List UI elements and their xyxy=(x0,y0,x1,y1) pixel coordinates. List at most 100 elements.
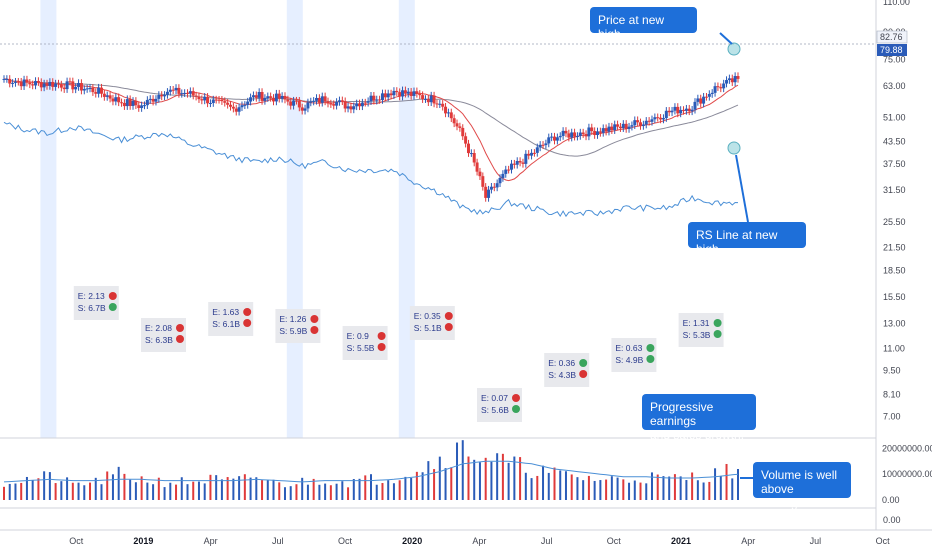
candle-body xyxy=(584,134,588,137)
candle-body xyxy=(403,90,407,94)
candle-body xyxy=(423,98,427,100)
candle-body xyxy=(188,91,192,94)
highlight-band-1 xyxy=(286,0,303,438)
sales-status-dot xyxy=(176,335,184,343)
candle-body xyxy=(504,169,508,174)
candle-body xyxy=(260,91,264,101)
candle-body xyxy=(114,97,118,102)
candle-body xyxy=(366,101,370,103)
volume-bar xyxy=(737,469,739,500)
candle-body xyxy=(8,78,12,84)
candle-body xyxy=(151,98,155,102)
volume-bar xyxy=(249,477,252,500)
volume-bar xyxy=(83,485,86,500)
ma-slow-line xyxy=(3,78,739,157)
volume-bar xyxy=(398,480,401,500)
candle-body xyxy=(730,78,734,83)
volume-bar xyxy=(306,484,309,500)
price-candles xyxy=(2,72,740,202)
candle-body xyxy=(226,102,230,105)
candle-body xyxy=(627,126,631,129)
y-tick-label: 75.00 xyxy=(883,55,906,65)
volume-bar xyxy=(444,468,447,500)
candle-body xyxy=(489,186,493,190)
volume-bar xyxy=(289,486,292,500)
candle-body xyxy=(636,120,640,123)
candle-body xyxy=(197,96,201,100)
candle-body xyxy=(550,136,554,138)
eps-status-dot xyxy=(512,394,520,402)
candle-body xyxy=(214,99,218,101)
candle-body xyxy=(690,109,694,112)
candle-body xyxy=(200,99,204,101)
candle-body xyxy=(498,177,502,184)
candle-body xyxy=(670,110,674,113)
candle-body xyxy=(266,96,270,98)
volume-bar xyxy=(220,479,223,500)
earnings-box: E: 0.9 S: 5.5B xyxy=(342,326,388,360)
candle-body xyxy=(673,106,677,111)
candle-body xyxy=(145,99,149,106)
candle-body xyxy=(191,91,195,96)
candle-body xyxy=(699,98,703,104)
candle-body xyxy=(375,99,379,101)
y-tick-label: 43.50 xyxy=(883,137,906,147)
candle-body xyxy=(323,96,327,102)
candle-body xyxy=(541,144,545,146)
earnings-eps-label: E: 1.26 xyxy=(279,314,306,324)
candle-body xyxy=(719,87,723,89)
candle-body xyxy=(25,79,29,83)
candle-body xyxy=(722,83,726,89)
x-tick-label: Oct xyxy=(338,536,353,546)
candle-body xyxy=(74,86,78,90)
volume-bar xyxy=(48,472,51,500)
y-tick-label: 13.00 xyxy=(883,318,906,328)
volume-bar xyxy=(14,483,17,500)
candle-body xyxy=(42,83,46,88)
candle-body xyxy=(687,108,691,112)
candle-body xyxy=(458,126,462,128)
pointer-price-high xyxy=(719,32,733,45)
candle-body xyxy=(206,96,210,104)
volume-bar xyxy=(364,475,367,500)
volume-bar xyxy=(484,457,487,500)
candle-body xyxy=(630,125,634,127)
candle-body xyxy=(409,91,413,96)
candle-body xyxy=(524,153,528,164)
earnings-box-bg xyxy=(544,353,590,387)
candle-body xyxy=(326,101,330,104)
earnings-eps-label: E: 0.35 xyxy=(414,311,441,321)
candle-body xyxy=(320,96,324,103)
candle-body xyxy=(676,106,680,114)
x-tick-label: Jul xyxy=(272,536,284,546)
candle-body xyxy=(590,127,594,132)
candle-body xyxy=(656,117,660,119)
candle-body xyxy=(16,81,20,83)
earnings-box-bg xyxy=(611,338,657,372)
price-badge-bg xyxy=(877,44,907,56)
volume-bar xyxy=(146,482,149,500)
candle-body xyxy=(426,98,430,103)
volume-bar xyxy=(731,478,734,500)
candle-body xyxy=(475,162,479,172)
volume-bar xyxy=(553,467,556,500)
candle-body xyxy=(727,78,731,81)
candle-body xyxy=(180,93,184,95)
candle-body xyxy=(432,95,436,104)
candle-body xyxy=(317,97,321,103)
volume-bar xyxy=(25,476,28,500)
volume-bar xyxy=(261,480,264,500)
candle-body xyxy=(346,106,350,109)
earnings-sales-label: S: 5.9B xyxy=(279,326,307,336)
candle-body xyxy=(22,79,26,87)
sales-status-dot xyxy=(108,303,117,311)
candle-body xyxy=(567,133,571,138)
candle-body xyxy=(71,81,75,90)
volume-bar xyxy=(20,482,23,500)
earnings-sales-label: S: 4.9B xyxy=(615,355,643,365)
candle-body xyxy=(461,127,465,137)
candle-body xyxy=(174,87,178,91)
volume-bar xyxy=(679,476,682,500)
